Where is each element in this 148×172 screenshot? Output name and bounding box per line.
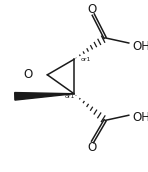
- Text: or1: or1: [64, 94, 75, 99]
- Text: O: O: [87, 141, 96, 154]
- Text: or1: or1: [81, 57, 91, 62]
- Text: O: O: [24, 68, 33, 81]
- Text: OH: OH: [132, 40, 148, 53]
- Text: O: O: [87, 3, 96, 16]
- Polygon shape: [15, 93, 74, 100]
- Text: OH: OH: [132, 111, 148, 124]
